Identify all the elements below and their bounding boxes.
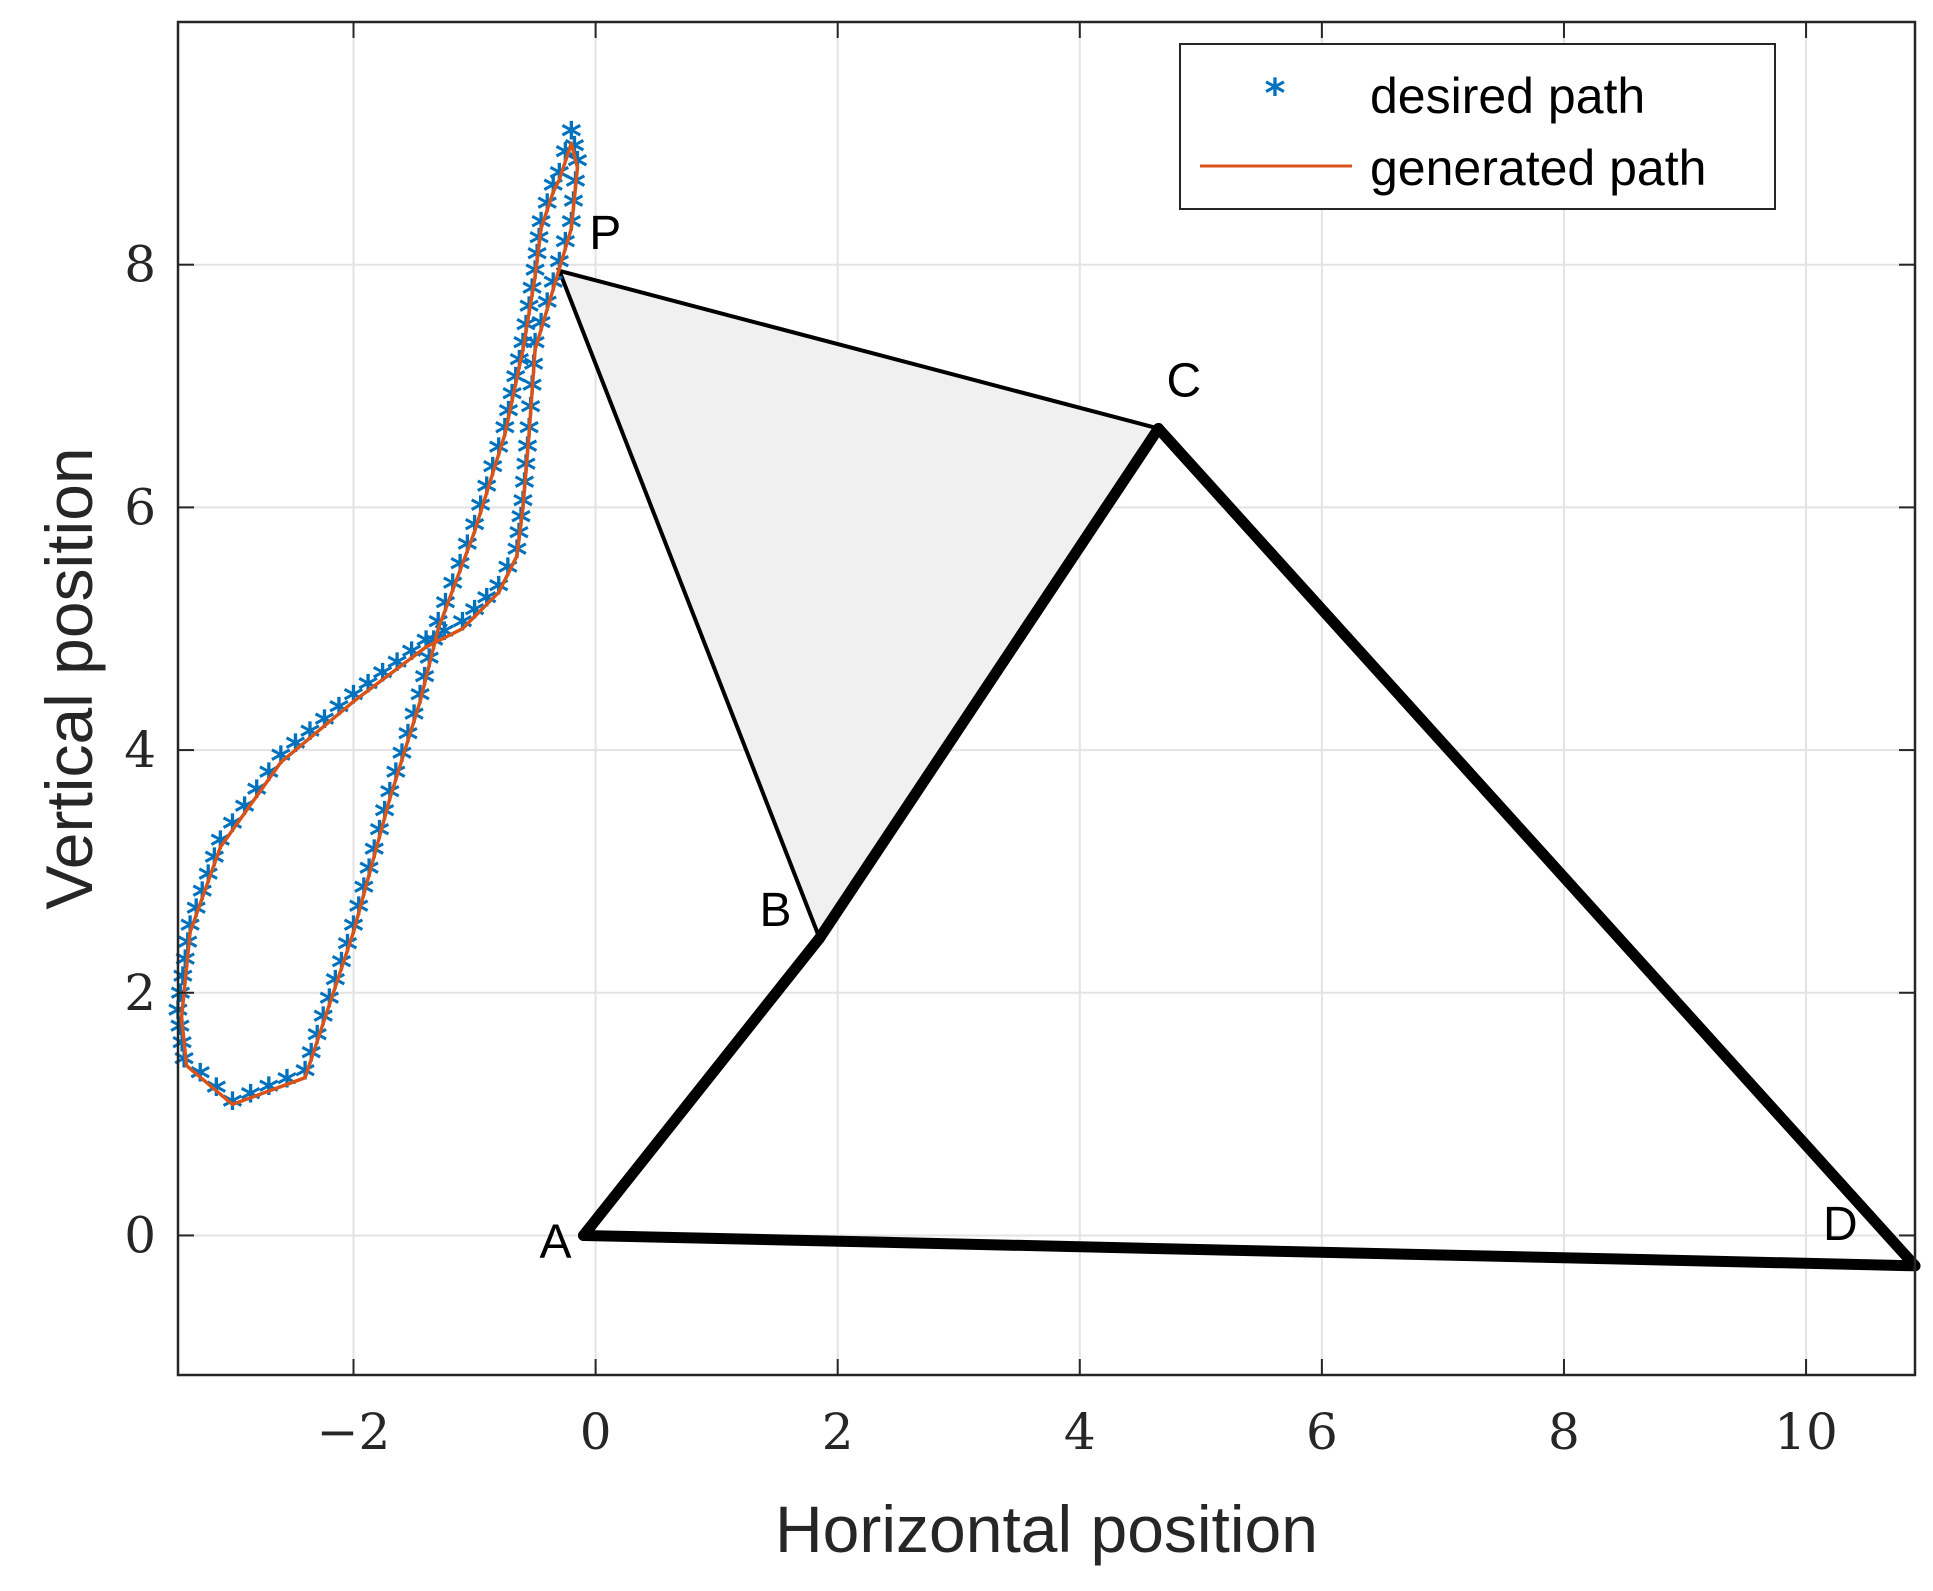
point-label-d: D [1823, 1198, 1858, 1251]
x-tick-label: −2 [317, 1403, 391, 1461]
legend-box [1179, 43, 1776, 210]
desired-path-marker: * [206, 1071, 227, 1117]
y-tick-label: 8 [124, 236, 156, 294]
point-label-a: A [540, 1215, 572, 1268]
linkage-point-labels: A B C D P [540, 207, 1858, 1269]
y-tick-label: 0 [124, 1206, 156, 1264]
linkage-bar-AB [578, 932, 826, 1241]
linkage-bars [578, 423, 1921, 1272]
point-label-b: B [760, 884, 792, 937]
x-axis-label: Horizontal position [775, 1492, 1318, 1566]
point-label-p: P [589, 207, 621, 260]
coupler-triangle [556, 267, 1162, 943]
x-tick-labels: −2 0 2 4 6 8 10 [317, 1403, 1838, 1461]
desired-path-marker: * [190, 1057, 211, 1103]
linkage-bar-AD [578, 1229, 1921, 1272]
point-label-c: C [1166, 355, 1201, 408]
linkage-bar-CD [1152, 423, 1921, 1272]
axes-frame [176, 20, 1917, 1377]
legend-desired-label: desired path [1370, 68, 1645, 124]
legend-generated-label: generated path [1370, 140, 1706, 196]
x-tick-label: 6 [1306, 1403, 1338, 1461]
desired-path-marker: * [222, 1085, 243, 1131]
legend: * desired path generated path [1179, 43, 1776, 210]
grid [178, 22, 1915, 1375]
coupler-polygon [556, 267, 1162, 943]
x-tick-label: 10 [1774, 1403, 1838, 1461]
y-tick-label: 6 [124, 478, 156, 536]
desired-path-marker: * [240, 1077, 261, 1123]
y-tick-label: 2 [124, 964, 156, 1022]
desired-path-marker: * [561, 114, 582, 160]
generated-path-series [179, 141, 580, 1107]
x-tick-label: 2 [822, 1403, 854, 1461]
y-tick-labels: 0 2 4 6 8 [124, 236, 156, 1265]
x-tick-label: 8 [1548, 1403, 1580, 1461]
linkage-bar-BC [814, 423, 1164, 944]
legend-desired-marker: * [1265, 71, 1286, 117]
desired-path-series: ****************************************… [168, 114, 588, 1131]
y-tick-label: 4 [124, 721, 156, 779]
generated-path-line [179, 141, 580, 1107]
axis-ticks [178, 22, 1915, 1375]
x-tick-label: 0 [580, 1403, 612, 1461]
x-tick-label: 4 [1064, 1403, 1096, 1461]
y-axis-label: Vertical position [32, 447, 106, 909]
